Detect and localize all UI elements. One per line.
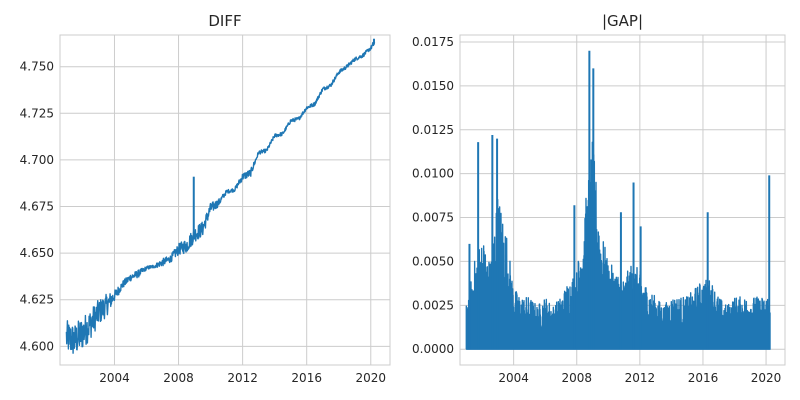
diff-y-tick-label: 4.725 [20,106,54,120]
gap-y-tick-label: 0.0050 [412,254,454,268]
gap-x-tick-label: 2020 [751,371,782,385]
gap-x-tick-label: 2008 [561,371,592,385]
diff-series-path [65,41,376,354]
diff-x-tick-label: 2016 [291,371,322,385]
diff-panel: 2004 2008 2012 2016 2020 4.600 4.625 4.650 4.675… [20,12,391,385]
gap-x-tick-label: 2004 [498,371,529,385]
gap-y-tick-label: 0.0100 [412,167,454,181]
diff-plot-frame [59,34,391,366]
diff-x-tick-label: 2004 [99,371,130,385]
diff-grid [60,35,390,365]
gap-series-path [465,141,771,350]
gap-panel: 2004 2008 2012 2016 2020 0.0000 0.0025 0.0050 0.… [412,12,786,385]
diff-y-tick-label: 4.600 [20,339,54,353]
gap-title: |GAP| [602,12,643,30]
diff-y-tick-label: 4.625 [20,293,54,307]
diff-y-tick-label: 4.650 [20,246,54,260]
diff-x-tick-label: 2012 [227,371,258,385]
diff-x-tick-label: 2020 [356,371,387,385]
gap-plot-frame [459,34,786,366]
gap-y-tick-label: 0.0075 [412,211,454,225]
gap-y-tick-label: 0.0025 [412,298,454,312]
gap-y-tick-label: 0.0000 [412,342,454,356]
gap-line [465,50,771,350]
gap-y-tick-label: 0.0125 [412,123,454,137]
gap-x-tick-label: 2016 [688,371,719,385]
diff-y-tick-label: 4.700 [20,153,54,167]
diff-tick-labels: 2004 2008 2012 2016 2020 4.600 4.625 4.650 4.675… [20,60,386,385]
diff-title: DIFF [208,12,241,30]
diff-line [65,38,376,354]
gap-y-tick-label: 0.0150 [412,79,454,93]
gap-tick-labels: 2004 2008 2012 2016 2020 0.0000 0.0025 0.0050 0.… [412,35,781,385]
diff-y-tick-label: 4.750 [20,60,54,74]
gap-y-tick-label: 0.0175 [412,35,454,49]
diff-y-tick-label: 4.675 [20,200,54,214]
diff-x-tick-label: 2008 [163,371,194,385]
gap-x-tick-label: 2012 [625,371,656,385]
